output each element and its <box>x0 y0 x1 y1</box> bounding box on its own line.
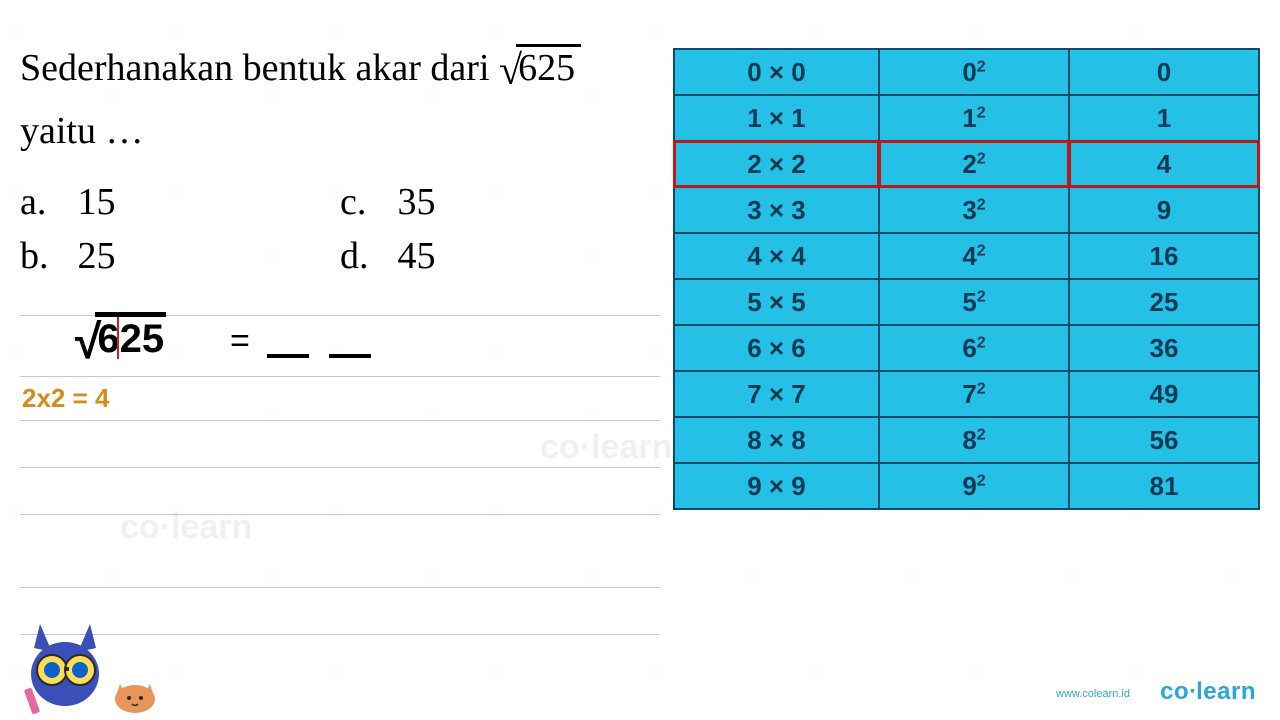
answer-blank-2 <box>329 354 371 358</box>
work-note: 2x2 = 4 <box>20 377 660 420</box>
mult-cell: 1 × 1 <box>674 95 879 141</box>
work-sqrt: √625 <box>75 312 166 370</box>
red-divider <box>117 317 119 359</box>
mult-cell: 6 × 6 <box>674 325 879 371</box>
answer-blank-1 <box>267 354 309 358</box>
result-cell: 4 <box>1069 141 1259 187</box>
option-c: c. 35 <box>340 180 660 224</box>
brand-logo: co·learn <box>1160 678 1256 706</box>
option-value: 35 <box>398 181 436 223</box>
table-row: 8 × 88256 <box>674 417 1259 463</box>
result-cell: 9 <box>1069 187 1259 233</box>
option-letter: b. <box>20 234 68 278</box>
table-row: 1 × 1121 <box>674 95 1259 141</box>
square-cell: 92 <box>879 463 1069 509</box>
mult-cell: 5 × 5 <box>674 279 879 325</box>
option-a: a. 15 <box>20 180 340 224</box>
option-letter: a. <box>20 180 68 224</box>
result-cell: 1 <box>1069 95 1259 141</box>
option-value: 25 <box>78 235 116 277</box>
option-value: 15 <box>78 181 116 223</box>
mascot-icon <box>10 604 180 714</box>
square-cell: 32 <box>879 187 1069 233</box>
work-area: √625 = 2x2 = 4 <box>20 315 660 635</box>
mult-cell: 2 × 2 <box>674 141 879 187</box>
table-row: 7 × 77249 <box>674 371 1259 417</box>
mult-cell: 7 × 7 <box>674 371 879 417</box>
equals-blanks: = <box>230 322 375 361</box>
result-cell: 36 <box>1069 325 1259 371</box>
table-row: 0 × 0020 <box>674 49 1259 95</box>
radicand: 625 <box>516 44 581 89</box>
square-cell: 52 <box>879 279 1069 325</box>
mult-cell: 4 × 4 <box>674 233 879 279</box>
table-row: 4 × 44216 <box>674 233 1259 279</box>
table-row: 2 × 2224 <box>674 141 1259 187</box>
equals-sign: = <box>230 322 252 360</box>
logo-post: learn <box>1196 678 1256 705</box>
square-cell: 42 <box>879 233 1069 279</box>
table-row: 5 × 55225 <box>674 279 1259 325</box>
mult-cell: 0 × 0 <box>674 49 879 95</box>
option-b: b. 25 <box>20 234 340 278</box>
logo-pre: co <box>1160 678 1189 705</box>
square-cell: 72 <box>879 371 1069 417</box>
square-cell: 12 <box>879 95 1069 141</box>
mult-cell: 9 × 9 <box>674 463 879 509</box>
site-url: www.colearn.id <box>1056 688 1130 700</box>
option-value: 45 <box>398 235 436 277</box>
result-cell: 25 <box>1069 279 1259 325</box>
result-cell: 16 <box>1069 233 1259 279</box>
question-sqrt: √625 <box>499 40 581 103</box>
square-cell: 22 <box>879 141 1069 187</box>
table-row: 6 × 66236 <box>674 325 1259 371</box>
result-cell: 56 <box>1069 417 1259 463</box>
table-row: 3 × 3329 <box>674 187 1259 233</box>
option-d: d. 45 <box>340 234 660 278</box>
option-letter: c. <box>340 180 388 224</box>
square-cell: 02 <box>879 49 1069 95</box>
option-letter: d. <box>340 234 388 278</box>
square-cell: 82 <box>879 417 1069 463</box>
radicand: 625 <box>95 312 166 361</box>
result-cell: 81 <box>1069 463 1259 509</box>
question-text-pre: Sederhanakan bentuk akar dari <box>20 47 499 89</box>
table-row: 9 × 99281 <box>674 463 1259 509</box>
squares-table: 0 × 00201 × 11212 × 22243 × 33294 × 4421… <box>673 48 1260 510</box>
answer-options: a. 15 c. 35 b. 25 d. 45 <box>20 180 660 288</box>
mult-cell: 3 × 3 <box>674 187 879 233</box>
result-cell: 0 <box>1069 49 1259 95</box>
mult-cell: 8 × 8 <box>674 417 879 463</box>
question-block: Sederhanakan bentuk akar dari √625 yaitu… <box>20 40 670 160</box>
question-text-line2: yaitu … <box>20 103 670 160</box>
square-cell: 62 <box>879 325 1069 371</box>
result-cell: 49 <box>1069 371 1259 417</box>
